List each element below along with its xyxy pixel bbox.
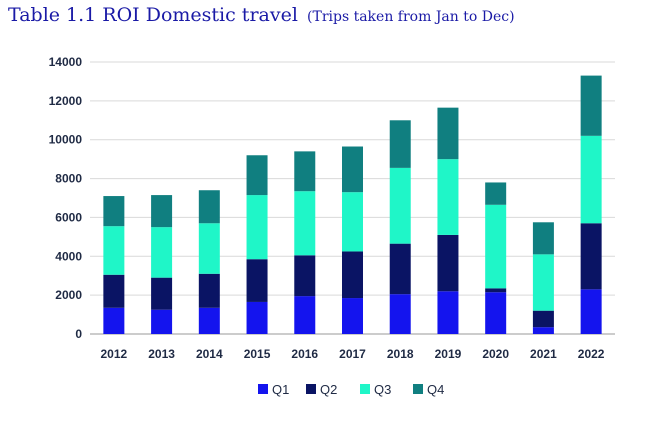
bar-segment-q4-2020 xyxy=(485,182,507,205)
bar-segment-q3-2020 xyxy=(485,204,507,289)
x-tick-label: 2015 xyxy=(244,347,271,361)
x-tick-label: 2022 xyxy=(578,347,605,361)
x-tick-label: 2020 xyxy=(482,347,509,361)
bar-segment-q1-2017 xyxy=(342,298,363,334)
bar-segment-q1-2014 xyxy=(198,307,220,334)
chart-title: Table 1.1 ROI Domestic travel xyxy=(8,4,298,26)
bar-segment-q1-2018 xyxy=(389,294,411,334)
y-tick-label: 12000 xyxy=(49,94,83,108)
y-tick-label: 8000 xyxy=(55,172,82,186)
y-tick-label: 2000 xyxy=(55,288,82,302)
y-tick-label: 4000 xyxy=(55,249,82,263)
legend-swatch-q3 xyxy=(360,384,370,394)
bar-segment-q4-2016 xyxy=(294,151,316,192)
bar-segment-q4-2022 xyxy=(580,75,602,136)
x-tick-label: 2014 xyxy=(196,347,223,361)
legend-swatch-q4 xyxy=(413,384,423,394)
bar-segment-q4-2014 xyxy=(198,190,220,224)
bar-segment-q3-2019 xyxy=(437,159,459,235)
bar-segment-q3-2013 xyxy=(151,227,173,278)
legend-swatch-q2 xyxy=(306,384,316,394)
bar-segment-q1-2015 xyxy=(246,301,268,334)
bar-segment-q1-2022 xyxy=(580,289,602,334)
legend-label-q4: Q4 xyxy=(427,382,444,397)
bar-segment-q3-2016 xyxy=(294,191,316,256)
bar-segment-q3-2021 xyxy=(532,254,554,311)
x-tick-label: 2012 xyxy=(101,347,128,361)
bar-segment-q2-2012 xyxy=(103,274,125,308)
legend-swatch-q1 xyxy=(258,384,268,394)
x-tick-label: 2019 xyxy=(435,347,462,361)
bar-segment-q2-2016 xyxy=(294,255,316,297)
bar-segment-q1-2019 xyxy=(437,291,459,334)
bar-segment-q4-2018 xyxy=(389,120,411,168)
bar-segment-q4-2015 xyxy=(246,155,268,196)
bar-segment-q4-2019 xyxy=(437,107,459,160)
chart-subtitle: (Trips taken from Jan to Dec) xyxy=(307,9,515,25)
bar-segment-q3-2015 xyxy=(246,195,268,260)
chart-title-block: Table 1.1 ROI Domestic travel (Trips tak… xyxy=(8,4,515,26)
x-tick-label: 2017 xyxy=(339,347,366,361)
y-tick-label: 14000 xyxy=(49,55,83,69)
bar-segment-q4-2013 xyxy=(151,195,173,228)
y-tick-label: 10000 xyxy=(49,133,83,147)
bar-segment-q2-2013 xyxy=(151,277,173,310)
bar-segment-q3-2014 xyxy=(198,223,220,274)
bar-segment-q2-2021 xyxy=(532,310,554,328)
bar-segment-q3-2018 xyxy=(389,167,411,244)
bar-segment-q3-2017 xyxy=(342,192,363,252)
bar-segment-q2-2018 xyxy=(389,243,411,295)
bar-segment-q3-2012 xyxy=(103,226,125,275)
bar-segment-q2-2015 xyxy=(246,259,268,302)
bar-segment-q4-2021 xyxy=(532,222,554,255)
bar-segment-q2-2017 xyxy=(342,251,363,299)
bar-segment-q4-2012 xyxy=(103,196,125,227)
bar-segment-q2-2019 xyxy=(437,234,459,292)
bar-segment-q2-2014 xyxy=(198,273,220,308)
bar-segment-q2-2020 xyxy=(485,288,507,293)
legend-label-q2: Q2 xyxy=(320,382,337,397)
bar-segment-q3-2022 xyxy=(580,135,602,224)
y-tick-label: 6000 xyxy=(55,210,82,224)
legend-label-q1: Q1 xyxy=(272,382,289,397)
bar-segment-q1-2016 xyxy=(294,296,316,334)
bar-segment-q1-2013 xyxy=(151,309,173,334)
x-tick-label: 2016 xyxy=(291,347,318,361)
x-tick-label: 2018 xyxy=(387,347,414,361)
bar-segment-q1-2021 xyxy=(532,327,554,334)
x-tick-label: 2013 xyxy=(148,347,175,361)
legend-label-q3: Q3 xyxy=(374,382,391,397)
bar-segment-q4-2017 xyxy=(342,146,363,193)
bar-segment-q1-2020 xyxy=(485,292,507,334)
x-tick-label: 2021 xyxy=(530,347,557,361)
y-tick-label: 0 xyxy=(75,327,82,341)
bar-segment-q2-2022 xyxy=(580,223,602,290)
bar-segment-q1-2012 xyxy=(103,307,125,334)
